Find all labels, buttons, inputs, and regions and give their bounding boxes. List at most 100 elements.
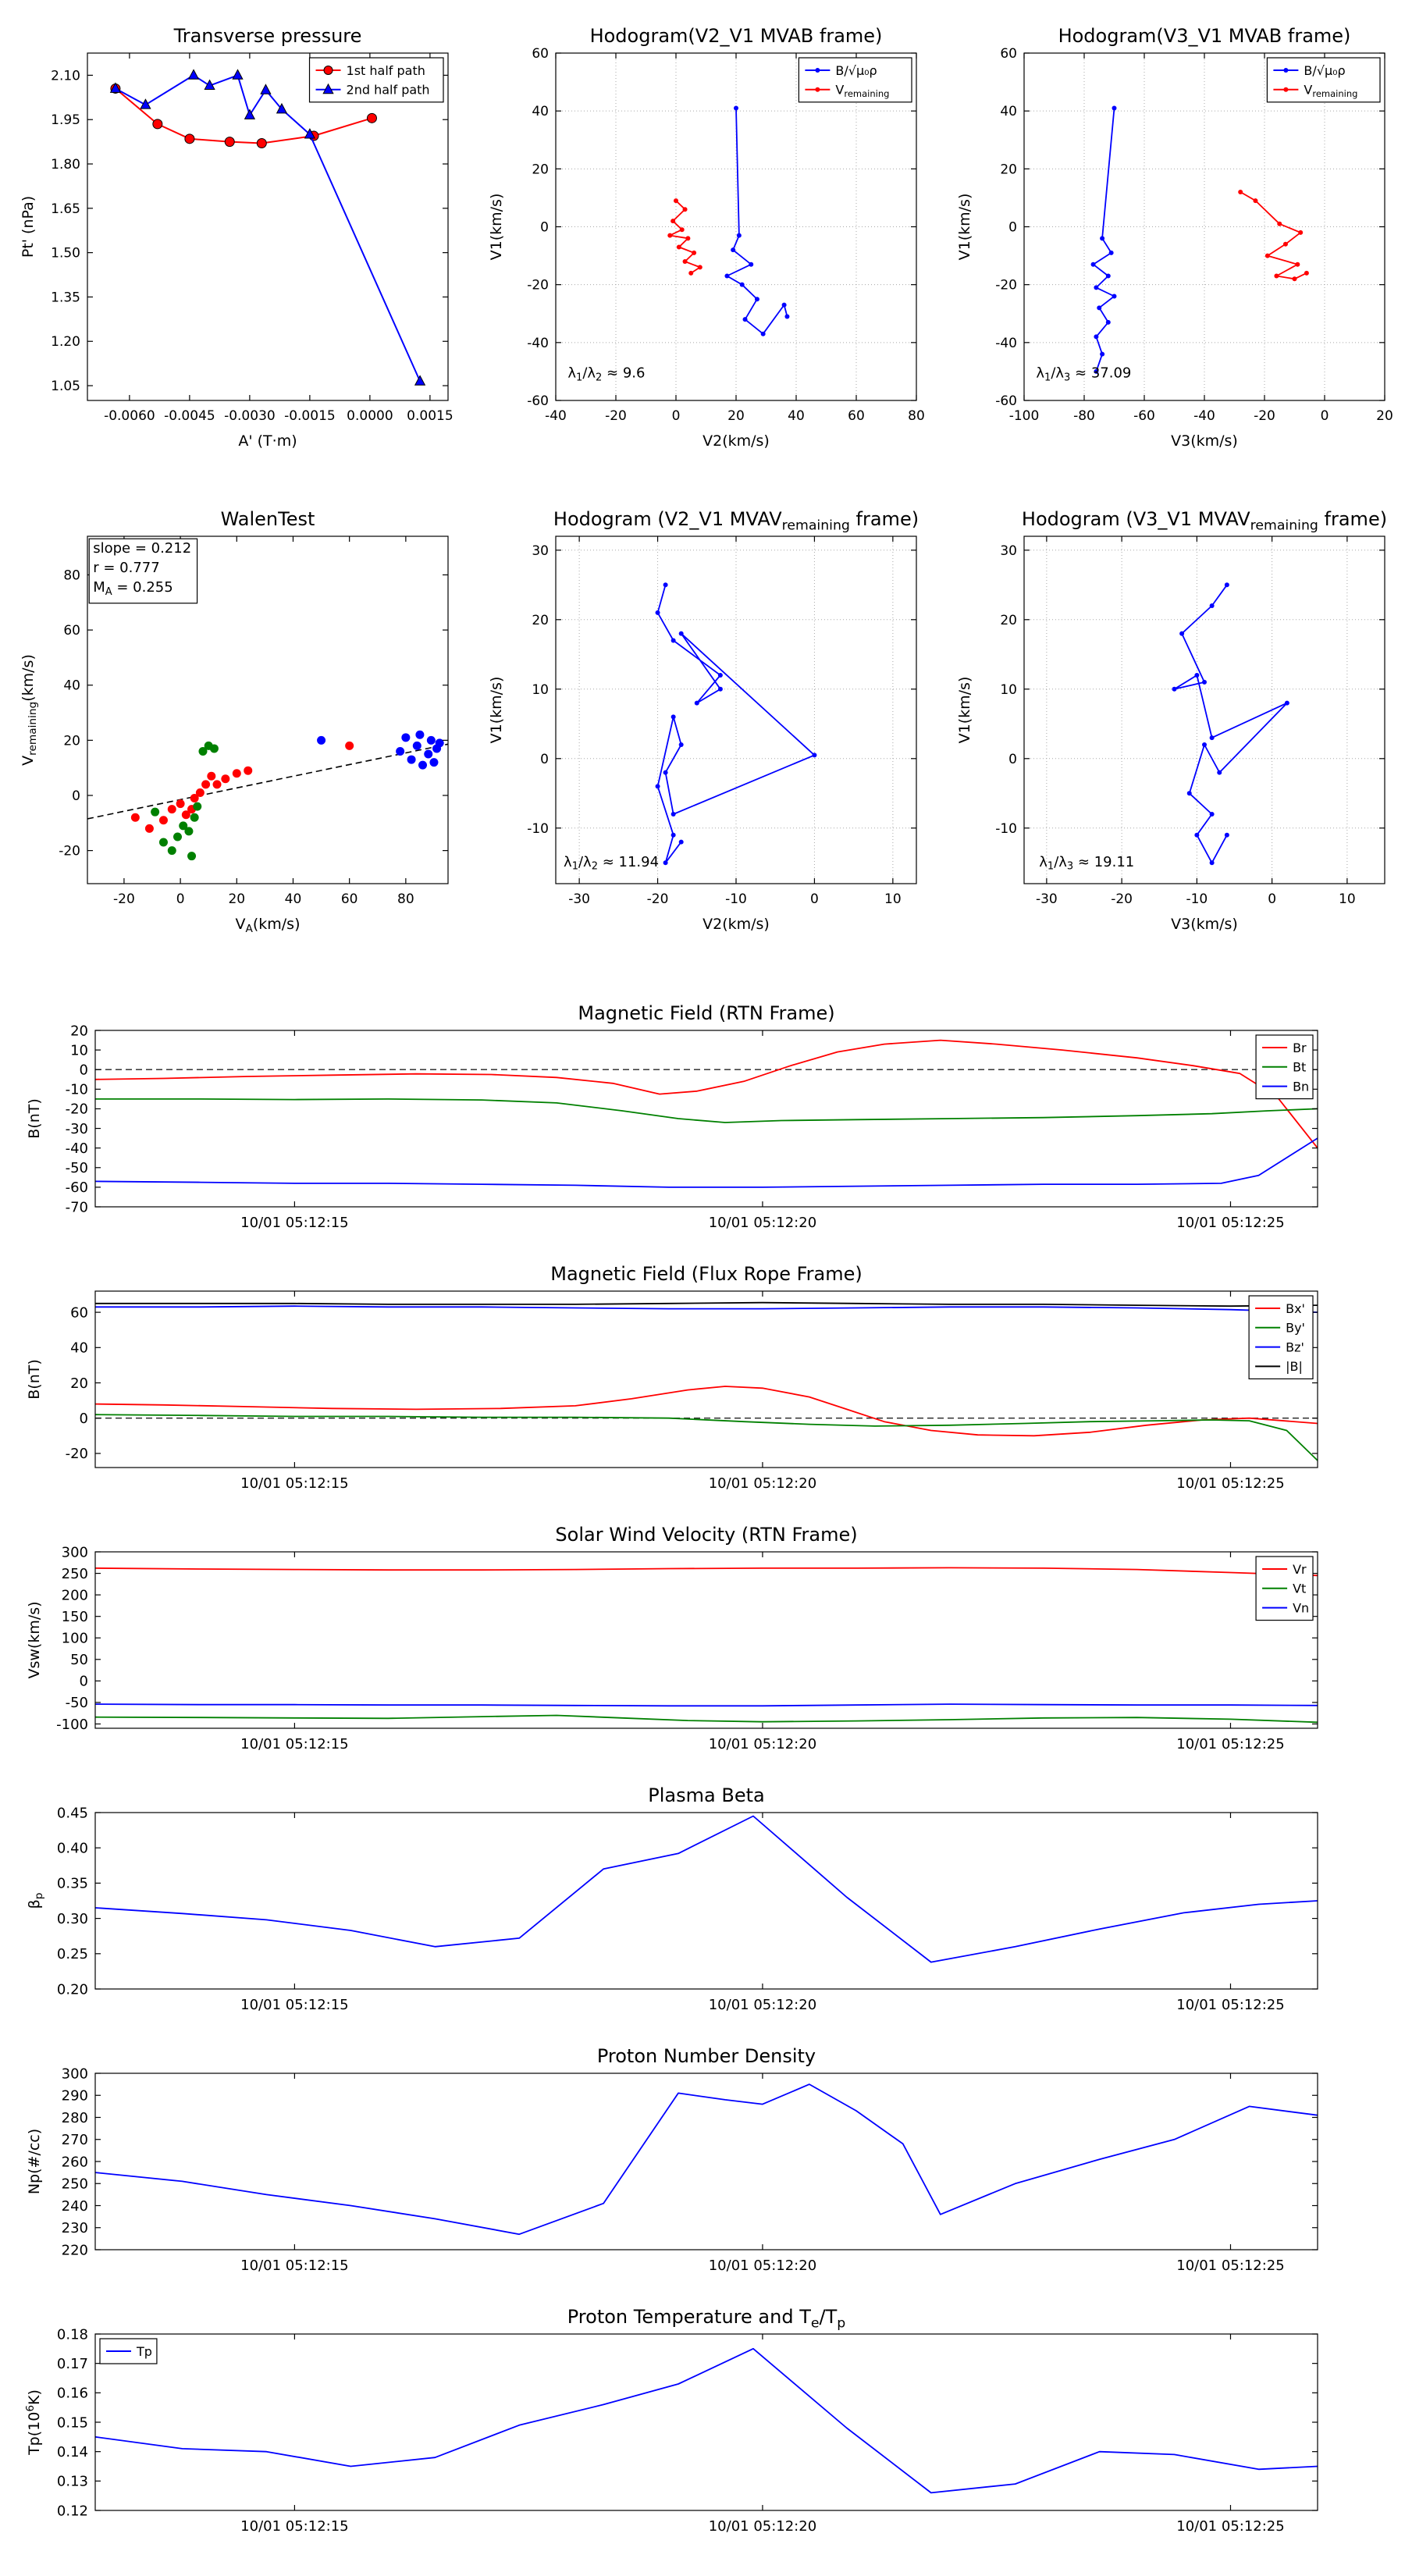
svg-text:20: 20 xyxy=(228,891,245,907)
svg-text:0.0000: 0.0000 xyxy=(347,408,393,424)
svg-text:Bx': Bx' xyxy=(1286,1301,1305,1316)
svg-text:40: 40 xyxy=(285,891,302,907)
x-axis-label: V2(km/s) xyxy=(702,916,770,933)
panel-hodogram-v2v1-mvav: -30 -20 -10 0 10 -10 0 10 20 30 Hodogram (V2_V1 MV… xyxy=(468,496,937,952)
gridlines xyxy=(1023,52,1385,401)
svg-text:60: 60 xyxy=(1000,46,1017,62)
svg-text:60: 60 xyxy=(341,891,358,907)
svg-text:-40: -40 xyxy=(1193,408,1215,424)
svg-text:20: 20 xyxy=(70,1375,88,1392)
chart-b-rtn: 10/01 05:12:15 10/01 05:12:20 10/01 05:12:… xyxy=(26,1002,1318,1231)
legend: Bx' By' Bz' |B| xyxy=(1248,1295,1314,1380)
svg-text:0: 0 xyxy=(176,891,185,907)
svg-text:0.0015: 0.0015 xyxy=(407,408,453,424)
svg-text:20: 20 xyxy=(63,733,80,749)
svg-text:10/01 05:12:25: 10/01 05:12:25 xyxy=(1176,1997,1284,2013)
svg-text:0.13: 0.13 xyxy=(57,2474,88,2490)
svg-text:220: 220 xyxy=(62,2242,88,2258)
svg-text:Vremaining: Vremaining xyxy=(1304,83,1357,100)
axes-frame xyxy=(94,1551,1318,1729)
chart-proton-density: 10/01 05:12:15 10/01 05:12:20 10/01 05:12:… xyxy=(26,2045,1318,2274)
svg-text:150: 150 xyxy=(62,1609,88,1625)
svg-text:20: 20 xyxy=(532,613,549,628)
chart-proton-temperature: 10/01 05:12:15 10/01 05:12:20 10/01 05:12:… xyxy=(24,2306,1318,2535)
chart-plasma-beta: 10/01 05:12:15 10/01 05:12:20 10/01 05:12:… xyxy=(26,1784,1318,2013)
annotation: λ1/λ2 ≈ 11.94 xyxy=(564,854,659,873)
svg-text:-60: -60 xyxy=(995,393,1017,409)
svg-text:λ1/λ2 ≈ 11.94: λ1/λ2 ≈ 11.94 xyxy=(564,854,659,873)
svg-text:20: 20 xyxy=(532,162,549,177)
svg-text:0: 0 xyxy=(1321,408,1329,424)
svg-text:40: 40 xyxy=(1000,104,1017,119)
series-group xyxy=(95,2347,1318,2494)
svg-text:0: 0 xyxy=(80,1062,88,1079)
svg-text:slope = 0.212: slope = 0.212 xyxy=(93,540,191,557)
svg-text:10: 10 xyxy=(532,682,549,698)
svg-text:0.45: 0.45 xyxy=(57,1805,88,1821)
panel-title: Magnetic Field (Flux Rope Frame) xyxy=(550,1263,862,1285)
panel-title: Plasma Beta xyxy=(648,1784,764,1806)
panel-title: Hodogram (V2_V1 MVAVremaining frame) xyxy=(553,508,919,533)
series-group xyxy=(1090,105,1309,374)
chart-walen-test: -20 0 20 40 60 80 -20 0 20 40 60 80 WalenTest VA(km/s… xyxy=(20,508,449,935)
svg-text:280: 280 xyxy=(62,2110,88,2126)
svg-text:0: 0 xyxy=(1268,891,1276,907)
svg-text:-60: -60 xyxy=(66,1179,88,1196)
svg-text:10/01 05:12:20: 10/01 05:12:20 xyxy=(709,1475,816,1492)
svg-text:60: 60 xyxy=(63,623,80,639)
svg-text:100: 100 xyxy=(62,1631,88,1647)
svg-text:10/01 05:12:15: 10/01 05:12:15 xyxy=(240,1215,348,1231)
svg-text:-20: -20 xyxy=(527,278,549,294)
svg-text:-70: -70 xyxy=(66,1199,88,1215)
svg-text:60: 60 xyxy=(70,1304,88,1321)
svg-text:2nd half path: 2nd half path xyxy=(347,83,430,98)
panel-title: Transverse pressure xyxy=(173,25,362,47)
svg-text:r = 0.777: r = 0.777 xyxy=(93,560,159,576)
svg-text:-40: -40 xyxy=(527,336,549,351)
svg-text:0: 0 xyxy=(80,1411,88,1427)
svg-text:-100: -100 xyxy=(1009,408,1040,424)
panel-solar-wind-velocity: 10/01 05:12:15 10/01 05:12:20 10/01 05:12:… xyxy=(0,1516,1405,1766)
svg-text:270: 270 xyxy=(62,2132,88,2148)
annotation: slope = 0.212 r = 0.777 MA = 0.255 xyxy=(88,538,198,604)
svg-text:10/01 05:12:20: 10/01 05:12:20 xyxy=(709,2258,816,2274)
timeseries-stack: 10/01 05:12:15 10/01 05:12:20 10/01 05:12:… xyxy=(0,994,1405,2548)
svg-text:-20: -20 xyxy=(113,891,135,907)
svg-text:-30: -30 xyxy=(66,1121,88,1137)
svg-text:-50: -50 xyxy=(66,1160,88,1176)
svg-text:By': By' xyxy=(1286,1321,1305,1336)
svg-text:10/01 05:12:25: 10/01 05:12:25 xyxy=(1176,2518,1284,2535)
svg-text:10/01 05:12:15: 10/01 05:12:15 xyxy=(240,2258,348,2274)
svg-text:30: 30 xyxy=(1000,543,1017,559)
legend: Tp xyxy=(99,2338,158,2364)
svg-text:-20: -20 xyxy=(66,1101,88,1118)
series-group xyxy=(95,2083,1318,2236)
chart-vsw-rtn: 10/01 05:12:15 10/01 05:12:20 10/01 05:12:… xyxy=(26,1524,1318,1752)
svg-text:Bz': Bz' xyxy=(1286,1340,1304,1354)
svg-text:Br: Br xyxy=(1293,1041,1307,1055)
legend: Br Bt Bn xyxy=(1255,1034,1314,1100)
panel-title: Proton Temperature and Te/Tp xyxy=(567,2306,846,2331)
svg-text:1.35: 1.35 xyxy=(51,290,80,305)
axes-frame xyxy=(94,1030,1318,1208)
svg-text:0: 0 xyxy=(540,219,549,235)
gridlines xyxy=(556,536,916,884)
svg-text:λ1/λ3 ≈ 37.09: λ1/λ3 ≈ 37.09 xyxy=(1036,365,1131,383)
svg-text:40: 40 xyxy=(63,678,80,694)
svg-text:1st half path: 1st half path xyxy=(347,63,425,78)
analysis-row-1: -0.0060 -0.0045 -0.0030 -0.0015 0.0000 0.0015… xyxy=(0,12,1405,469)
svg-text:0.18: 0.18 xyxy=(57,2326,88,2343)
svg-text:1.20: 1.20 xyxy=(51,334,80,350)
svg-text:20: 20 xyxy=(70,1023,88,1039)
svg-text:20: 20 xyxy=(1000,162,1017,177)
y-axis-label: Vremaining(km/s) xyxy=(20,654,39,766)
svg-text:-10: -10 xyxy=(1186,891,1208,907)
svg-text:-20: -20 xyxy=(1254,408,1275,424)
svg-text:10/01 05:12:15: 10/01 05:12:15 xyxy=(240,1997,348,2013)
panel-hodogram-v2v1-mvab: -40 -20 0 20 40 60 80 -60 -40 -20 0 20 40 60 Hodogram(… xyxy=(468,12,937,469)
svg-text:0.40: 0.40 xyxy=(57,1841,88,1857)
svg-text:0: 0 xyxy=(72,788,80,804)
svg-text:0: 0 xyxy=(540,752,549,767)
